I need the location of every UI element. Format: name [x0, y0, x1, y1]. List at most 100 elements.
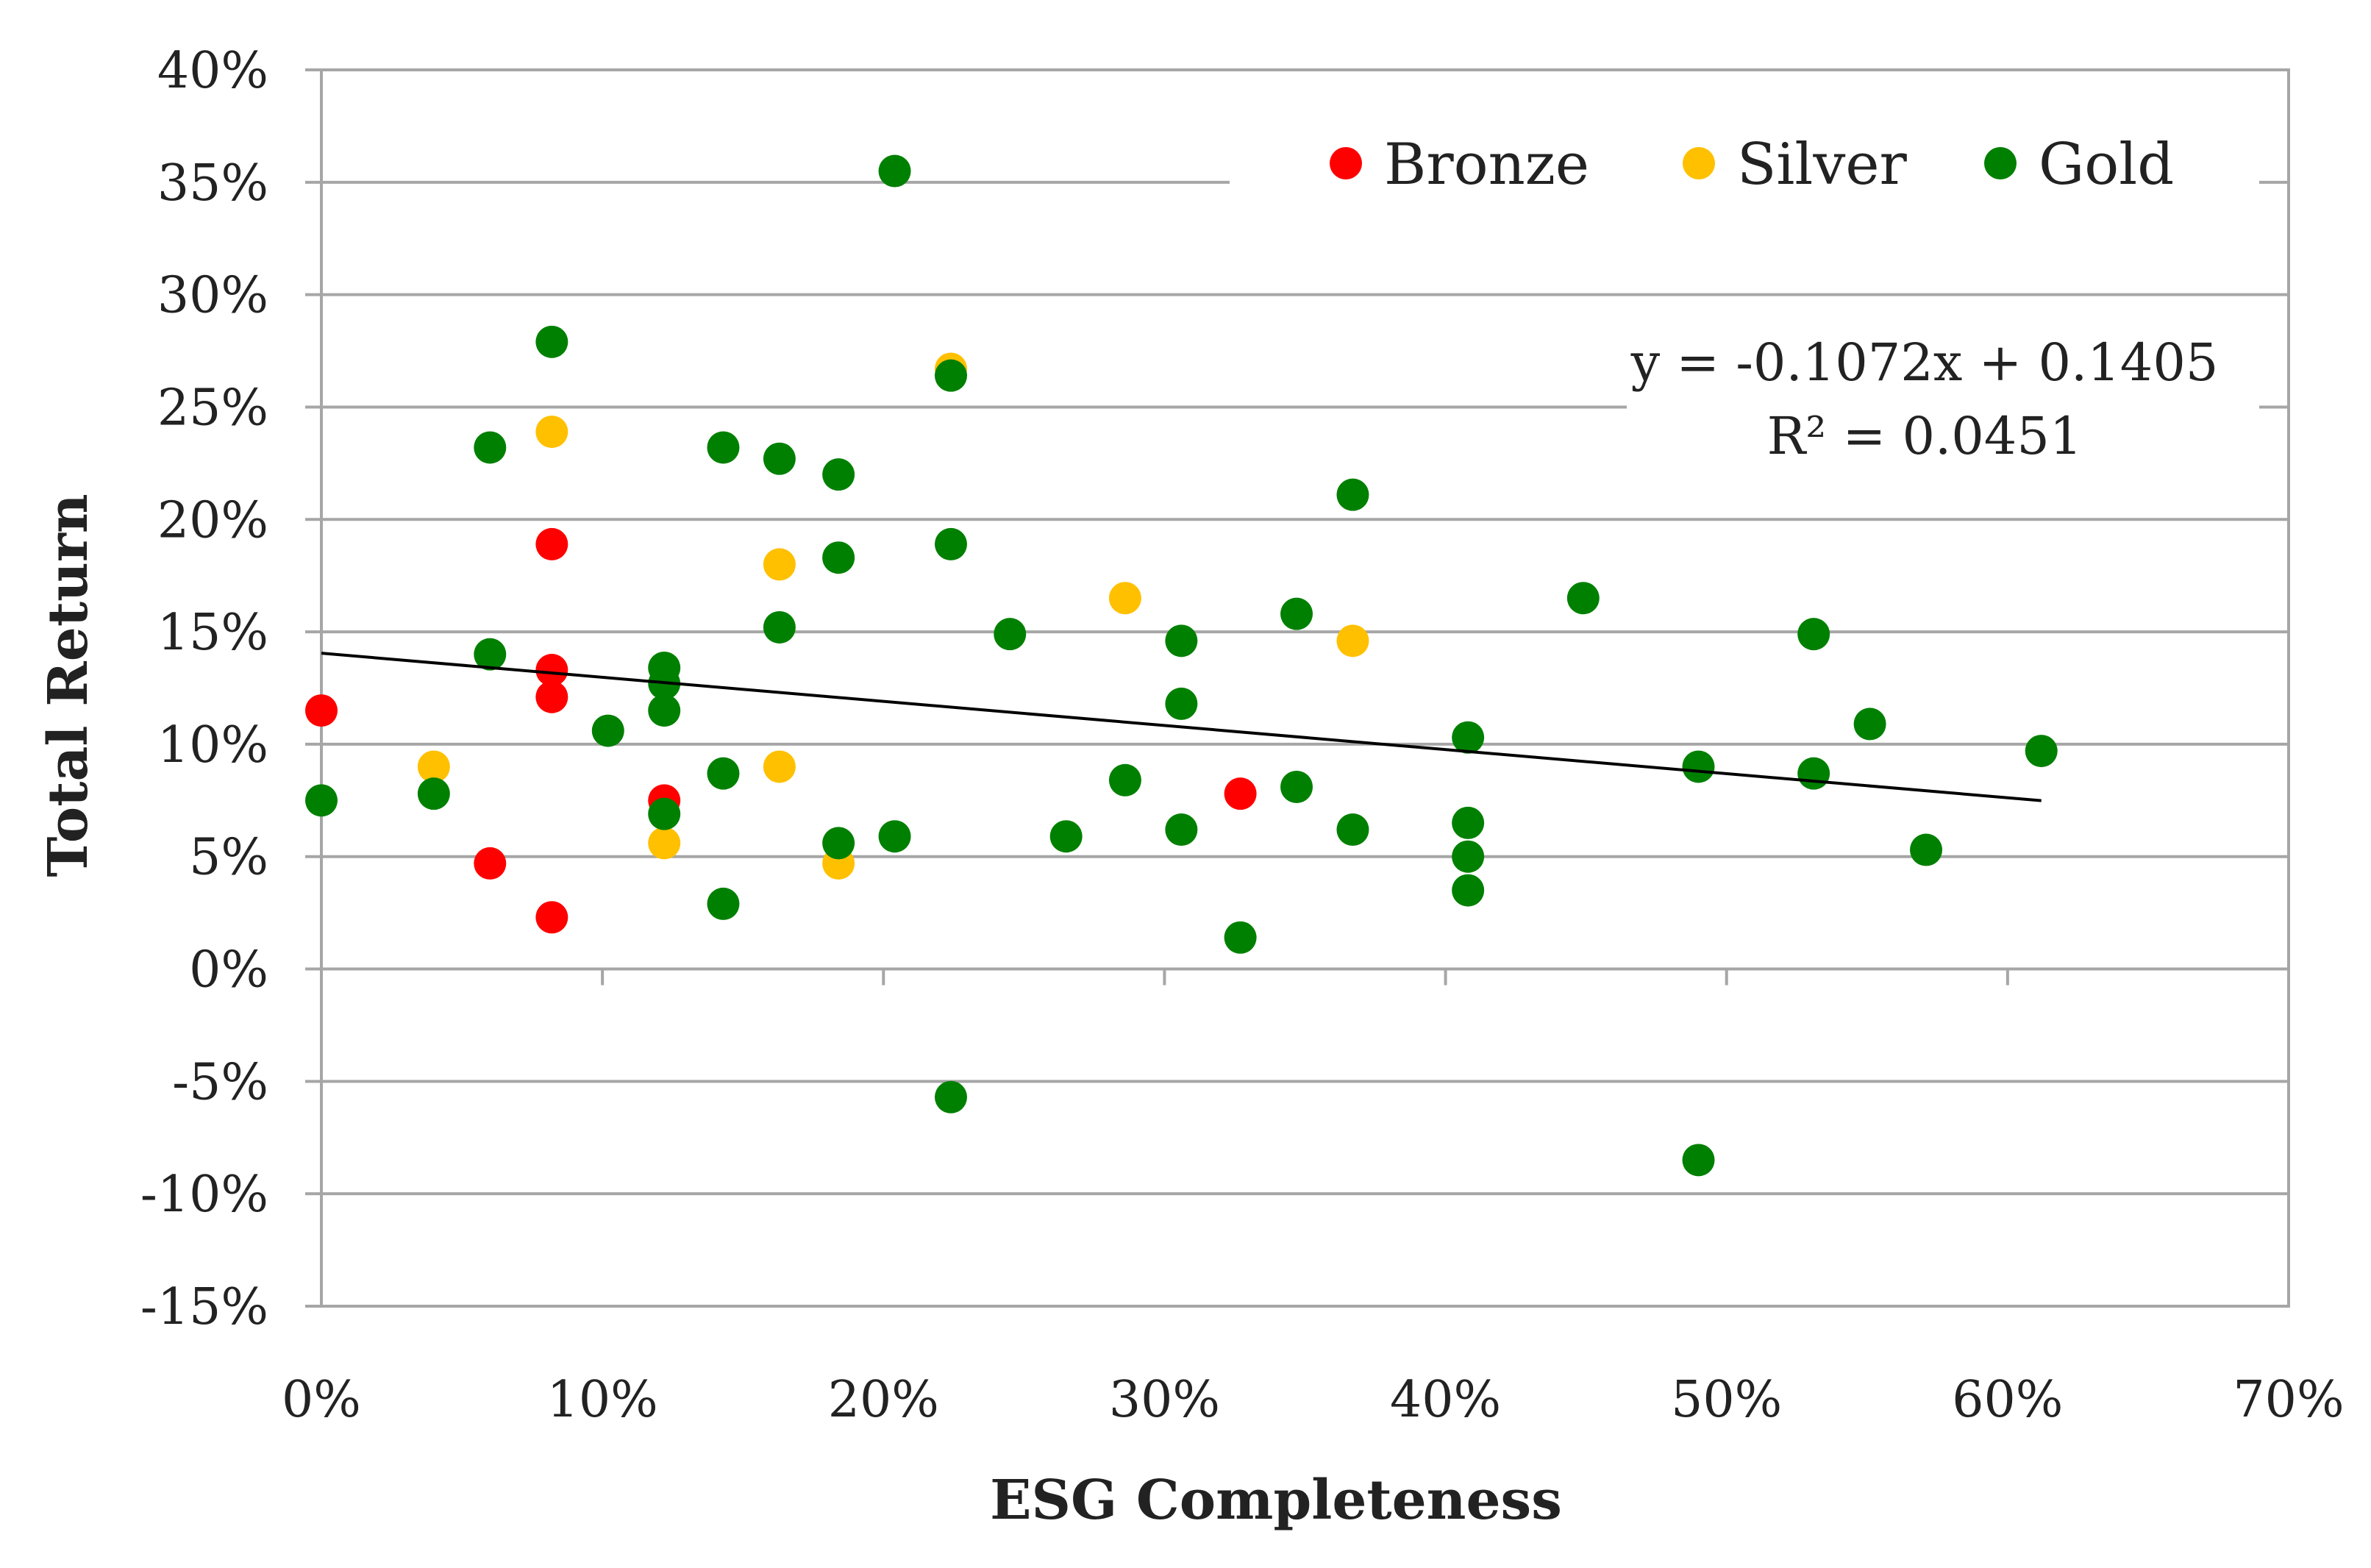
- point-bronze: [474, 847, 507, 880]
- point-silver: [417, 750, 450, 783]
- y-tick-label: 15%: [157, 604, 268, 662]
- point-gold: [1280, 597, 1313, 630]
- point-silver: [535, 416, 568, 449]
- point-gold: [822, 458, 855, 491]
- point-gold: [707, 431, 740, 464]
- x-axis-title: ESG Completeness: [990, 1469, 1562, 1532]
- point-bronze: [535, 680, 568, 713]
- legend-background: [1230, 121, 2259, 210]
- y-tick-label: -10%: [140, 1166, 268, 1224]
- point-gold: [763, 442, 796, 475]
- y-tick-label: 40%: [157, 42, 268, 100]
- point-gold: [878, 154, 911, 188]
- y-tick-label: 0%: [189, 941, 268, 999]
- point-bronze: [305, 694, 338, 727]
- point-gold: [1566, 582, 1600, 615]
- y-axis-title: Total Return: [37, 493, 100, 877]
- equation-background: [1627, 327, 2259, 474]
- point-gold: [822, 541, 855, 574]
- point-gold: [1452, 840, 1485, 873]
- x-tick-label: 50%: [1671, 1371, 1782, 1429]
- legend-marker-silver: [1683, 147, 1715, 179]
- legend-marker-gold: [1984, 147, 2017, 179]
- point-silver: [763, 750, 796, 783]
- point-gold: [1165, 813, 1198, 847]
- trendline-equation: y = -0.1072x + 0.1405 R² = 0.0451: [1630, 332, 2219, 466]
- point-gold: [1910, 833, 1943, 866]
- point-gold: [1280, 770, 1313, 803]
- point-gold: [763, 610, 796, 644]
- y-tick-label: 5%: [189, 829, 268, 887]
- point-gold: [935, 1080, 967, 1113]
- point-gold: [878, 820, 911, 853]
- point-gold: [1452, 721, 1485, 754]
- legend: Bronze Silver Gold: [1330, 132, 2174, 198]
- point-gold: [417, 777, 450, 810]
- point-gold: [474, 431, 507, 464]
- y-tick-label: 35%: [157, 154, 268, 213]
- y-tick-label: 10%: [157, 716, 268, 774]
- y-tick-label: 25%: [157, 379, 268, 437]
- point-gold: [591, 714, 624, 747]
- axes: [305, 68, 2290, 1308]
- trendline-group: [321, 652, 2042, 802]
- point-gold: [1049, 820, 1083, 853]
- point-gold: [1682, 1144, 1715, 1177]
- x-tick-label: 40%: [1390, 1371, 1501, 1429]
- point-gold: [707, 757, 740, 790]
- point-gold: [822, 827, 855, 860]
- data-points: [305, 154, 2058, 1177]
- point-gold: [1853, 708, 1886, 741]
- point-gold: [535, 325, 568, 358]
- x-tick-label: 0%: [282, 1371, 361, 1429]
- point-bronze: [535, 654, 568, 687]
- point-gold: [1224, 921, 1257, 954]
- point-gold: [935, 359, 967, 392]
- point-gold: [1165, 687, 1198, 720]
- plot-border: [320, 68, 2290, 1308]
- point-gold: [1797, 757, 1830, 790]
- legend-marker-bronze: [1330, 147, 1362, 179]
- y-tick-label: -5%: [172, 1053, 268, 1111]
- point-bronze: [1224, 777, 1257, 810]
- point-gold: [1336, 813, 1369, 847]
- point-bronze: [535, 901, 568, 934]
- legend-label-gold: Gold: [2039, 132, 2174, 198]
- trendline: [321, 652, 2042, 802]
- point-gold: [935, 527, 967, 560]
- y-tick-label: -15%: [140, 1278, 268, 1336]
- point-gold: [648, 694, 681, 727]
- point-gold: [1165, 624, 1198, 658]
- point-gold: [474, 638, 507, 671]
- point-silver: [1336, 624, 1369, 658]
- point-gold: [1336, 478, 1369, 511]
- point-gold: [1452, 806, 1485, 839]
- legend-label-silver: Silver: [1737, 132, 1908, 198]
- point-gold: [1797, 618, 1830, 651]
- point-bronze: [535, 527, 568, 560]
- x-tick-label: 70%: [2233, 1371, 2344, 1429]
- point-silver: [648, 827, 681, 860]
- point-gold: [2025, 735, 2058, 768]
- point-gold: [994, 618, 1027, 651]
- point-silver: [763, 548, 796, 581]
- y-tick-label: 30%: [157, 267, 268, 325]
- point-gold: [305, 784, 338, 817]
- legend-label-bronze: Bronze: [1384, 132, 1589, 198]
- y-tick-label: 20%: [157, 491, 268, 549]
- point-silver: [1108, 582, 1141, 615]
- trendline-r-squared: R² = 0.0451: [1767, 406, 2083, 466]
- trendline-equation-text: y = -0.1072x + 0.1405: [1630, 332, 2219, 393]
- point-gold: [1452, 874, 1485, 907]
- tick-labels: -15% -10% -5% 0% 5% 10% 15% 20% 25% 30% 35% 40% 0% 10…: [140, 42, 2345, 1429]
- x-tick-label: 20%: [828, 1371, 939, 1429]
- x-tick-label: 60%: [1952, 1371, 2063, 1429]
- point-gold: [648, 797, 681, 830]
- x-tick-label: 30%: [1109, 1371, 1220, 1429]
- point-gold: [1682, 750, 1715, 783]
- x-tick-label: 10%: [547, 1371, 658, 1429]
- point-gold: [1108, 763, 1141, 797]
